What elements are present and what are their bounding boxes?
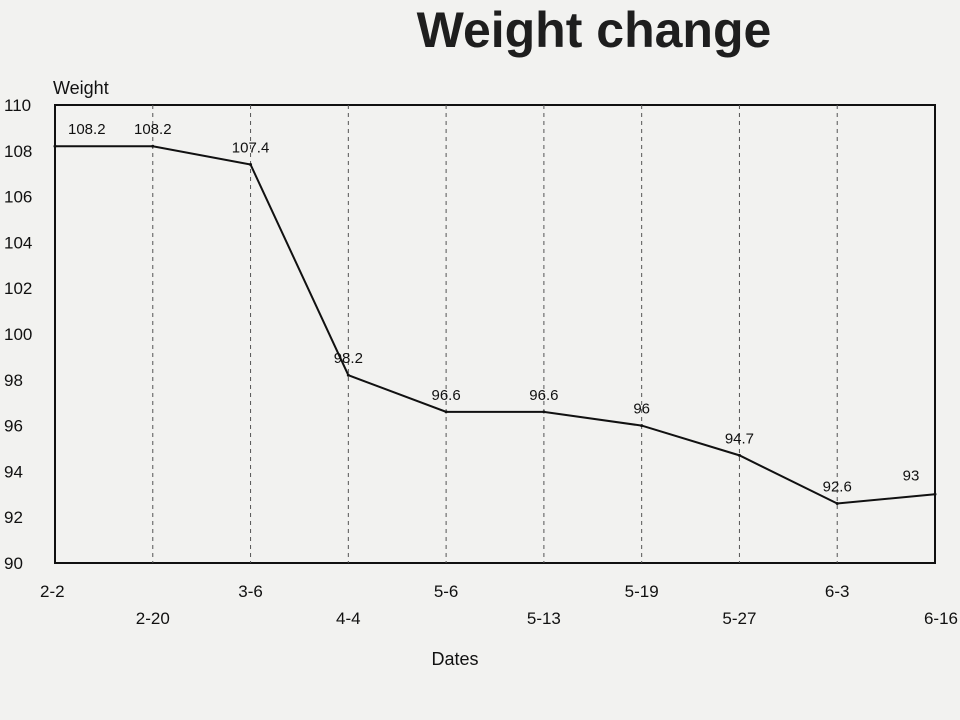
series-line-layer: [53, 144, 937, 505]
data-label: 96: [633, 401, 650, 418]
x-tick-label: 2-20: [136, 609, 170, 628]
x-tick-label: 4-4: [336, 609, 361, 628]
x-tick-label: 5-6: [434, 582, 459, 601]
x-tick-label: 6-16: [924, 609, 958, 628]
y-tick-label: 92: [4, 508, 23, 527]
y-tick-label: 110: [4, 96, 31, 115]
y-tick-labels: 90 92 94 96 98 100 102 104 106 108 110: [4, 96, 32, 573]
data-labels: 108.2 108.2 107.4 98.2 96.6 96.6 96 94.7 92.6 93: [68, 121, 919, 495]
data-point: [444, 410, 448, 414]
y-tick-label: 104: [4, 233, 32, 252]
y-tick-label: 90: [4, 554, 23, 573]
y-tick-label: 100: [4, 325, 32, 344]
data-label: 93: [903, 467, 920, 484]
x-tick-label: 6-3: [825, 582, 850, 601]
data-point: [640, 424, 644, 428]
data-point: [933, 492, 937, 496]
x-tick-label: 3-6: [238, 582, 263, 601]
y-tick-label: 102: [4, 279, 32, 298]
data-point: [53, 144, 57, 148]
data-label: 107.4: [232, 140, 270, 157]
data-label: 96.6: [529, 387, 558, 404]
data-point: [835, 501, 839, 505]
x-tick-label: 5-27: [722, 609, 756, 628]
data-label: 98.2: [334, 350, 363, 367]
data-point: [346, 373, 350, 377]
y-axis-label: Weight: [53, 78, 109, 98]
x-tick-label: 5-19: [625, 582, 659, 601]
x-axis-label: Dates: [431, 649, 478, 669]
data-label: 108.2: [68, 121, 106, 138]
data-point: [737, 453, 741, 457]
series-line: [55, 145, 936, 505]
x-tick-labels: 2-2 2-20 3-6 4-4 5-6 5-13 5-19 5-27 6-3 6-16: [40, 582, 958, 628]
data-label: 94.7: [725, 430, 754, 447]
data-point: [151, 144, 155, 148]
data-point: [249, 163, 253, 167]
y-tick-label: 98: [4, 371, 23, 390]
y-tick-label: 94: [4, 462, 23, 481]
x-tick-label: 2-2: [40, 582, 65, 601]
plot-frame: [54, 104, 936, 564]
chart-title: Weight change: [417, 2, 772, 58]
data-point: [542, 410, 546, 414]
data-label: 92.6: [823, 478, 852, 495]
y-tick-label: 96: [4, 417, 23, 436]
data-label: 108.2: [134, 121, 172, 138]
x-tick-label: 5-13: [527, 609, 561, 628]
data-label: 96.6: [432, 387, 461, 404]
y-tick-label: 106: [4, 188, 32, 207]
y-tick-label: 108: [4, 142, 32, 161]
